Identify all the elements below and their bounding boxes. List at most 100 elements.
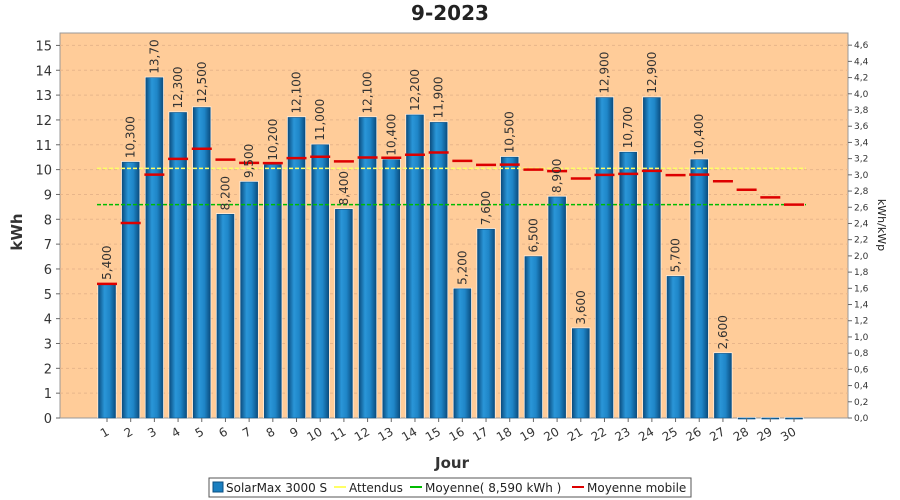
x-tick-label: 22 <box>589 424 609 444</box>
data-label: 10,500 <box>503 111 517 153</box>
x-tick-label: 13 <box>376 424 396 444</box>
y-tick-label: 6 <box>44 263 52 278</box>
y-tick-label: 5 <box>44 288 52 303</box>
data-label: 5,200 <box>455 250 469 284</box>
data-label: 8,200 <box>218 176 232 210</box>
x-tick-label: 9 <box>287 424 301 440</box>
x-tick-label: 30 <box>778 424 798 444</box>
bar <box>477 228 495 419</box>
right-y-tick-label: 2,2 <box>854 236 868 246</box>
data-label: 10,700 <box>621 106 635 148</box>
data-label: 11,000 <box>313 99 327 141</box>
y-tick-label: 13 <box>35 89 52 104</box>
data-label: 10,400 <box>692 114 706 156</box>
right-y-tick-label: 0,2 <box>854 398 868 408</box>
right-y-tick-label: 0,4 <box>854 382 869 392</box>
bar <box>98 283 116 419</box>
legend-label-solarmax: SolarMax 3000 S <box>226 481 327 495</box>
data-labels: 5,400 10,300 13,70 12,300 12,500 8,200 9,500 10… <box>100 39 730 349</box>
data-label: 2,600 <box>716 315 730 349</box>
y-tick-label: 0 <box>44 412 52 427</box>
right-y-tick-label: 0,6 <box>854 365 869 375</box>
x-tick-label: 26 <box>684 424 704 444</box>
legend-label-attendus: Attendus <box>349 481 403 495</box>
bar <box>311 144 330 419</box>
right-y-tick-label: 1,0 <box>854 333 869 343</box>
bar <box>619 151 637 419</box>
right-y-tick-label: 3,8 <box>854 106 869 116</box>
legend: SolarMax 3000 S Attendus Moyenne( 8,590 … <box>208 477 692 498</box>
x-tick-label: 4 <box>169 424 183 440</box>
x-tick-label: 24 <box>636 424 656 444</box>
bar <box>429 122 448 419</box>
right-y-tick-label: 0,0 <box>854 414 869 424</box>
bar <box>335 209 353 419</box>
y-tick-label: 14 <box>35 64 52 79</box>
data-label: 5,700 <box>669 238 683 272</box>
y-tick-label: 1 <box>44 387 52 402</box>
y-tick-label: 11 <box>35 139 52 154</box>
bar <box>524 256 543 419</box>
right-y-tick-label: 2,0 <box>854 252 869 262</box>
bar <box>382 159 401 419</box>
y-tick-label: 2 <box>44 362 52 377</box>
y-tick-label: 15 <box>35 39 52 54</box>
bar <box>643 97 661 419</box>
legend-swatch-solarmax <box>212 481 224 493</box>
bar <box>216 214 235 419</box>
right-y-tick-label: 2,8 <box>854 187 869 197</box>
x-tick-label: 16 <box>447 424 467 444</box>
bar <box>453 288 472 419</box>
x-tick-label: 17 <box>470 424 490 444</box>
x-tick-label: 21 <box>565 424 585 444</box>
moving-average-series <box>97 147 804 286</box>
right-y-tick-label: 3,4 <box>854 138 869 148</box>
y-tick-label: 12 <box>35 114 52 129</box>
data-label: 12,900 <box>597 52 611 94</box>
right-y-tick-label: 4,6 <box>854 41 869 51</box>
bar <box>192 107 211 419</box>
x-tick-label: 25 <box>660 424 680 444</box>
legend-label-moyenne: Moyenne( 8,590 kWh ) <box>425 481 561 495</box>
y-tick-label: 9 <box>44 188 52 203</box>
right-y-tick-label: 3,2 <box>854 155 868 165</box>
y-axis-title: kWh <box>8 213 26 250</box>
x-tick-label: 3 <box>145 424 159 440</box>
x-tick-label: 15 <box>423 424 443 444</box>
y-tick-label: 8 <box>44 213 52 228</box>
right-y-tick-label: 4,4 <box>854 57 869 67</box>
x-tick-label: 14 <box>399 424 419 444</box>
chart-title: 9-2023 <box>411 1 489 25</box>
x-tick-label: 19 <box>518 424 538 444</box>
x-tick-label: 27 <box>707 424 727 444</box>
x-tick-label: 6 <box>216 424 230 440</box>
right-y-tick-label: 1,8 <box>854 268 869 278</box>
x-tick-label: 5 <box>193 424 207 440</box>
bar <box>358 117 377 419</box>
data-label: 9,500 <box>242 144 256 178</box>
bar <box>240 181 258 419</box>
x-tick-label: 20 <box>541 424 561 444</box>
right-y-tick-label: 2,6 <box>854 203 869 213</box>
data-label: 10,200 <box>266 119 280 161</box>
y-tick-label: 7 <box>44 238 52 253</box>
x-tick-label: 12 <box>352 424 372 444</box>
x-tick-label: 11 <box>328 424 348 444</box>
reference-lines <box>97 167 806 206</box>
data-label: 8,900 <box>550 159 564 193</box>
bar <box>548 196 566 419</box>
data-label: 13,70 <box>147 39 161 73</box>
y-tick-label: 10 <box>35 164 52 179</box>
bar <box>571 328 590 419</box>
bar <box>500 156 519 419</box>
bar <box>690 159 709 419</box>
right-y-axis-title: kWh/kWp <box>875 199 888 251</box>
data-label: 12,900 <box>645 52 659 94</box>
x-tick-label: 29 <box>755 424 775 444</box>
data-label: 7,600 <box>479 191 493 225</box>
right-y-tick-label: 1,4 <box>854 301 869 311</box>
right-y-axis: 0,0 0,2 0,4 0,6 0,8 1,0 1,2 1,4 1,6 1,8 2,0 2,2 2,4 2… <box>848 41 869 424</box>
data-label: 12,200 <box>408 69 422 111</box>
